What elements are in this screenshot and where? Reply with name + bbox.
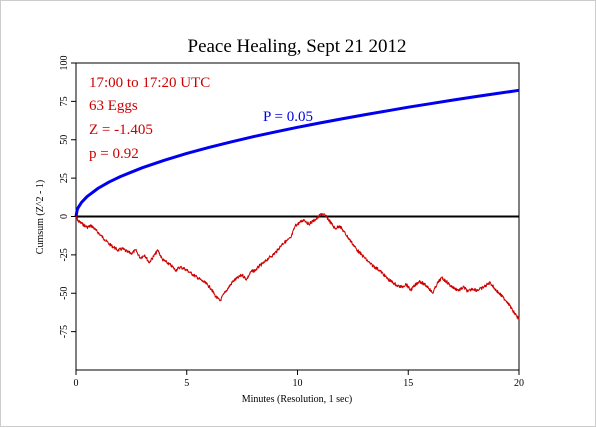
y-tick-label: 75 [59,96,70,106]
cumsum-line [75,212,520,320]
x-tick-label: 10 [293,378,303,389]
y-axis-label: Cumsum (Z^2 - 1) [35,180,46,254]
annotation-eggs: 63 Eggs [89,98,138,114]
y-tick-label: -25 [59,248,70,261]
x-tick-label: 20 [514,378,524,389]
envelope-label: P = 0.05 [263,109,313,125]
y-tick-label: -75 [59,325,70,338]
y-tick-label: -50 [59,287,70,300]
p05-envelope-line [74,88,520,217]
y-tick-label: 0 [59,214,70,219]
y-tick-label: 100 [59,56,70,71]
annotation-z-score: Z = -1.405 [89,122,153,138]
annotation-p-value: p = 0.92 [89,146,139,162]
x-axis-label: Minutes (Resolution, 1 sec) [242,394,353,405]
x-tick-label: 0 [74,378,79,389]
y-tick-label: 25 [59,173,70,183]
y-tick-label: 50 [59,135,70,145]
x-tick-label: 5 [184,378,189,389]
annotation-time-range: 17:00 to 17:20 UTC [89,75,210,91]
x-tick-label: 15 [403,378,413,389]
chart-title: Peace Healing, Sept 21 2012 [188,36,407,57]
